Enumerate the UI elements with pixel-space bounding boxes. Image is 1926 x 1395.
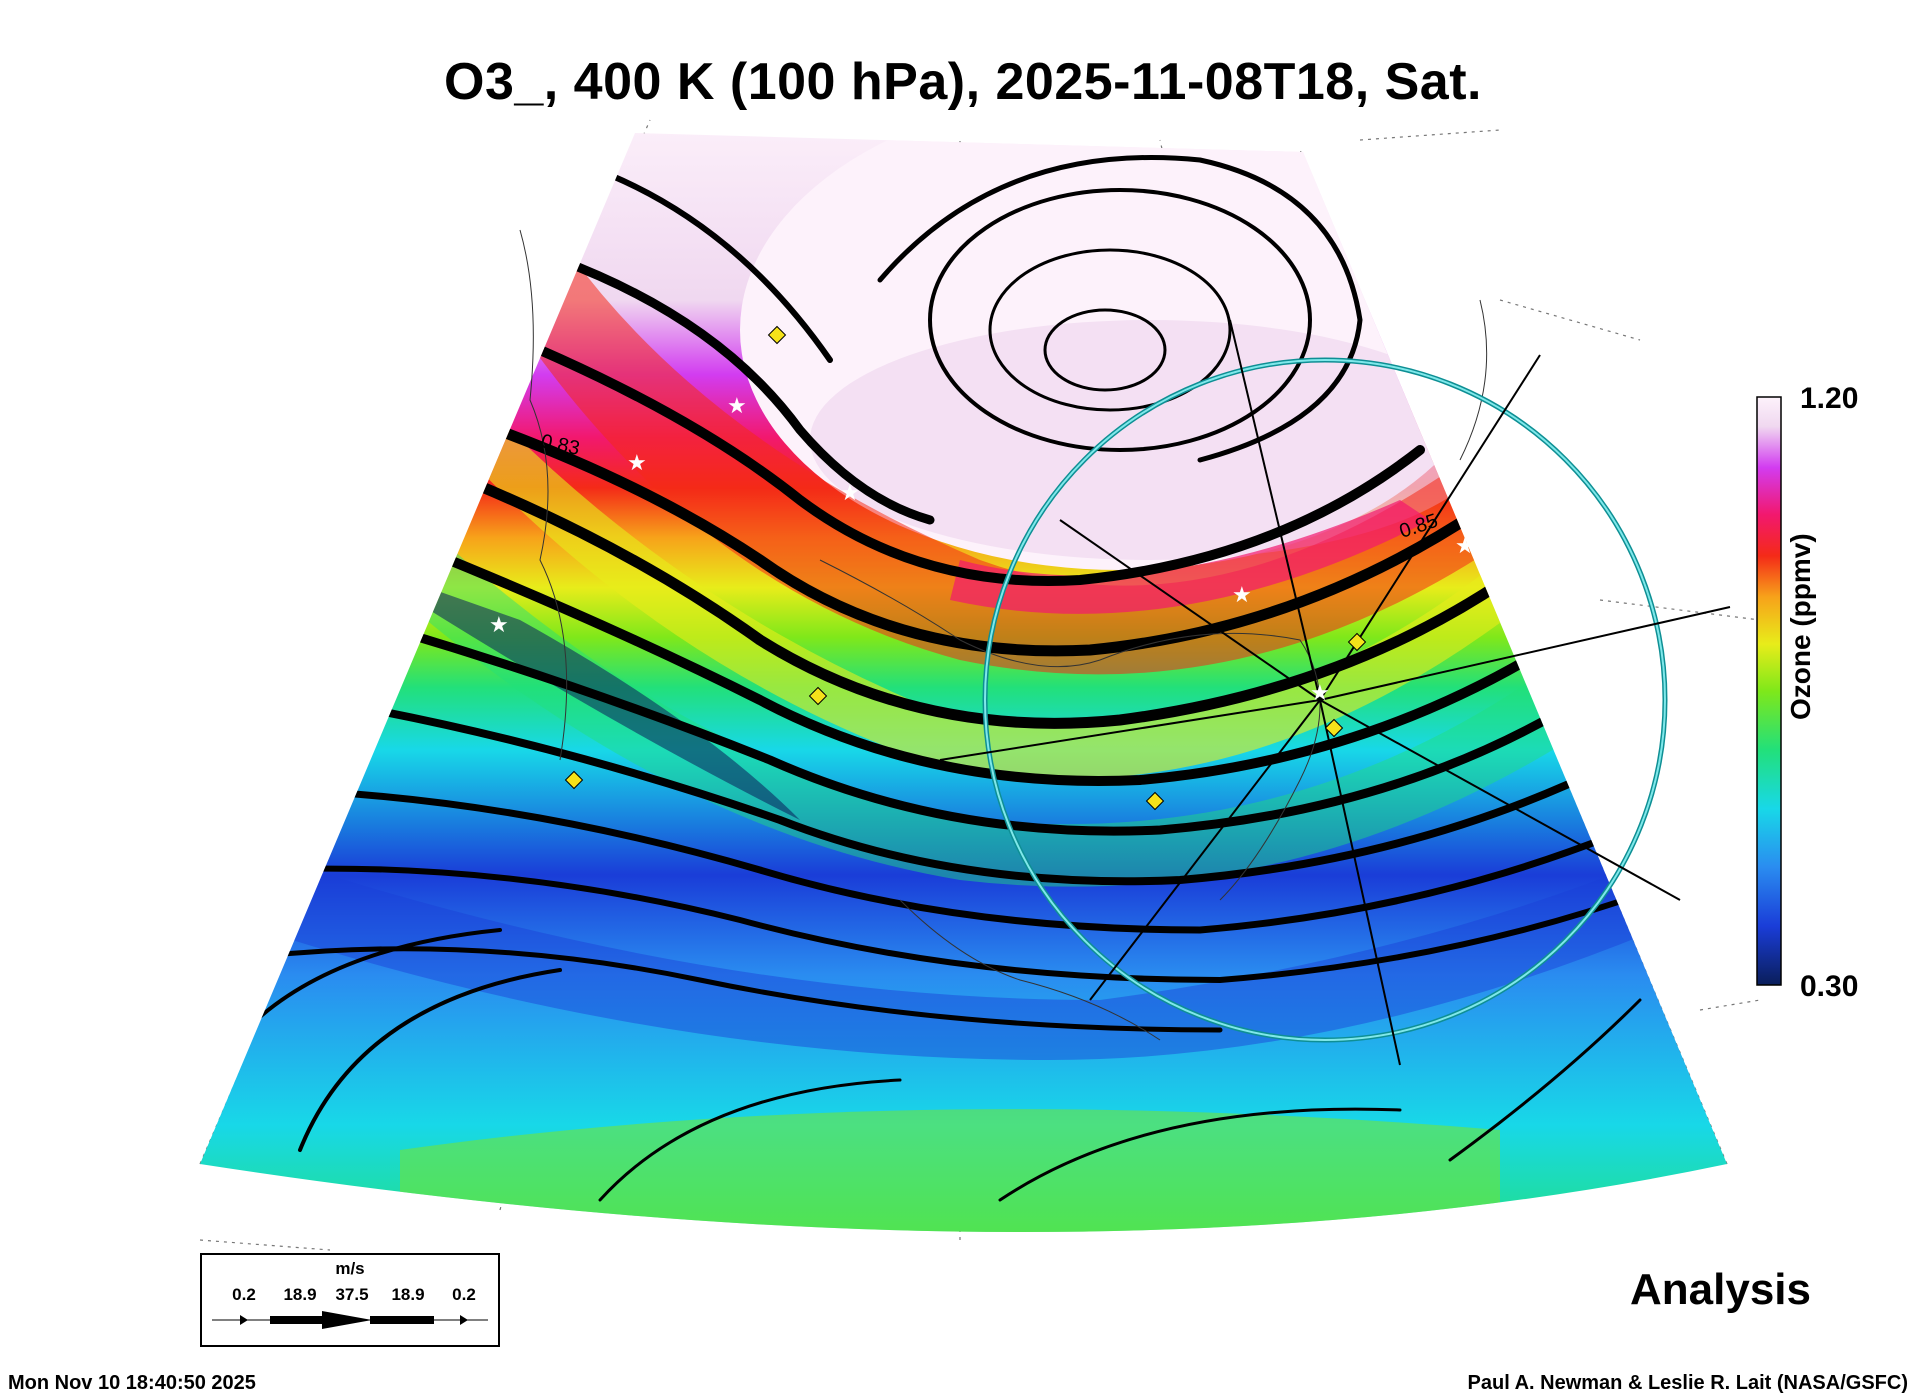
svg-text:★: ★ <box>627 451 647 476</box>
wind-streamlines <box>218 155 1683 1202</box>
wind-legend-unit: m/s <box>335 1259 365 1278</box>
colorbar-title: Ozone (ppmv) <box>1785 533 1816 720</box>
wind-legend-value: 18.9 <box>283 1285 317 1304</box>
timestamp: Mon Nov 10 18:40:50 2025 <box>8 1372 256 1394</box>
wind-legend-value: 0.2 <box>232 1285 256 1304</box>
wind-legend-value: 0.2 <box>452 1285 476 1304</box>
svg-text:★: ★ <box>840 481 860 506</box>
analysis-label: Analysis <box>1630 1265 1811 1314</box>
colorbar <box>1756 396 1782 986</box>
wind-legend-value: 18.9 <box>391 1285 425 1304</box>
svg-text:★: ★ <box>1232 583 1252 608</box>
wind-legend: m/s 0.2 18.9 37.5 18.9 0.2 <box>200 1253 500 1347</box>
colorbar-min-label: 0.30 <box>1800 970 1859 1003</box>
svg-text:★: ★ <box>1310 681 1330 706</box>
colorbar-max-label: 1.20 <box>1800 382 1859 415</box>
svg-text:★: ★ <box>1455 534 1475 559</box>
coastlines <box>519 229 1488 1041</box>
svg-text:★: ★ <box>489 613 509 638</box>
svg-text:★: ★ <box>727 394 747 419</box>
credit-line: Paul A. Newman & Leslie R. Lait (NASA/GS… <box>1467 1372 1908 1394</box>
map-title: O3_, 400 K (100 hPa), 2025-11-08T18, Sat… <box>444 53 1482 111</box>
station-markers: ★ ★ ★ ★ ★ ★ ★ <box>489 325 1475 811</box>
wind-legend-value: 37.5 <box>335 1285 369 1304</box>
wind-legend-arrow <box>212 1311 488 1329</box>
analysis-circle <box>982 357 1668 1043</box>
